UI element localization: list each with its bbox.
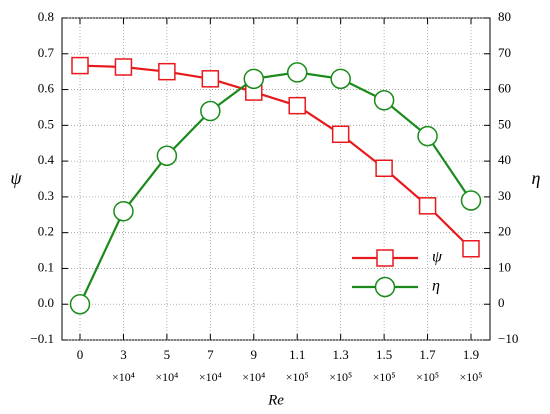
data-point	[288, 96, 306, 115]
x-axis-label: Re	[267, 392, 284, 408]
data-point	[201, 70, 220, 88]
y2-tick-label: 70	[498, 45, 511, 60]
x-tick-multiplier: ×10⁴	[199, 370, 222, 384]
x-tick-multiplier: ×10⁴	[242, 370, 265, 384]
y-tick-label: 0.5	[38, 116, 54, 131]
y2-tick-label: 20	[498, 224, 511, 239]
y-tick-label: 0.3	[38, 188, 54, 203]
x-tick-label: 1.5	[376, 347, 392, 362]
data-point	[69, 293, 91, 315]
data-point	[331, 125, 350, 144]
y2-tick-label: 60	[498, 81, 511, 96]
legend-marker	[374, 276, 396, 298]
x-tick-label: 3	[120, 347, 127, 362]
data-point	[158, 62, 176, 81]
x-tick-label: 1.7	[419, 347, 436, 362]
x-tick-multiplier: ×10⁵	[286, 370, 309, 384]
x-tick-multiplier: ×10⁵	[460, 370, 483, 384]
data-point	[462, 240, 480, 258]
series-line	[79, 71, 472, 305]
y-tick-label: 0.6	[38, 81, 55, 96]
data-point	[113, 200, 134, 222]
y-tick-label: 0.2	[38, 224, 54, 239]
data-point	[243, 68, 265, 90]
data-point	[375, 159, 393, 178]
series-line	[79, 64, 472, 250]
data-point	[330, 68, 351, 90]
data-point	[460, 190, 482, 211]
legend-marker	[376, 249, 394, 267]
x-tick-label: 0	[77, 347, 84, 362]
x-tick-multiplier: ×10⁵	[329, 370, 352, 384]
y-tick-label: 0.4	[38, 152, 55, 167]
x-tick-multiplier: ×10⁴	[112, 370, 135, 384]
y2-tick-label: 30	[498, 188, 511, 203]
data-point	[373, 90, 395, 111]
x-tick-multiplier: ×10⁵	[373, 370, 396, 384]
y-tick-label: 0.0	[38, 295, 54, 310]
legend-label: ψ	[432, 249, 443, 266]
x-tick-label: 9	[251, 347, 258, 362]
x-tick-multiplier: ×10⁴	[155, 370, 178, 384]
x-tick-label: 1.1	[289, 347, 305, 362]
y2-tick-label: 10	[498, 259, 511, 274]
y-tick-label: 0.7	[38, 45, 55, 60]
data-point	[156, 145, 178, 166]
data-point	[417, 125, 438, 147]
y-tick-label: 0.8	[38, 9, 54, 24]
y2-tick-label: 0	[498, 295, 505, 310]
x-tick-label: 1.3	[333, 347, 349, 362]
data-point	[200, 100, 221, 122]
data-point	[286, 62, 308, 83]
x-tick-label: 1.9	[463, 347, 479, 362]
data-point	[114, 58, 133, 76]
y-tick-label: −0.1	[30, 331, 54, 346]
x-tick-label: 7	[207, 347, 214, 362]
y-tick-label: 0.1	[38, 259, 54, 274]
x-tick-multiplier: ×10⁵	[416, 370, 439, 384]
data-point	[418, 197, 437, 215]
y2-tick-label: 50	[498, 116, 511, 131]
data-point	[71, 56, 89, 75]
y2-tick-label: 40	[498, 152, 511, 167]
x-tick-label: 5	[164, 347, 171, 362]
y2-axis-label: η	[532, 168, 541, 188]
legend-label: η	[432, 278, 440, 295]
y2-tick-label: −10	[498, 331, 518, 346]
y-axis-label: ψ	[10, 168, 22, 188]
y2-tick-label: 80	[498, 9, 511, 24]
